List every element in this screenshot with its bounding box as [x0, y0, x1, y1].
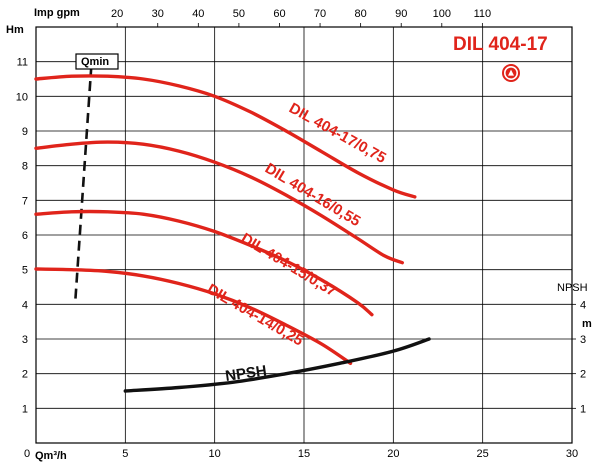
x-tick-label: 10	[209, 448, 221, 460]
y-tick-label: 5	[22, 265, 28, 277]
top-tick-label: 20	[111, 8, 123, 20]
y-tick-label: 8	[22, 161, 28, 173]
curves	[34, 74, 431, 393]
x-zero-label: 0	[24, 448, 30, 460]
right-axis-npsh-title: NPSH	[557, 282, 588, 294]
qmin-line	[74, 65, 93, 301]
y-tick-label: 10	[16, 91, 28, 103]
y-tick-label: 2	[22, 369, 28, 381]
top-tick-label: 110	[474, 8, 492, 20]
series-label-404-16: DIL 404-16/0,55	[262, 160, 363, 230]
bottom-axis-title: Qm³/h	[35, 450, 67, 462]
series-line-dil-404-15-0-37	[34, 209, 374, 317]
y-tick-label: 1	[22, 403, 28, 415]
right-tick-label: 4	[580, 299, 586, 311]
y-tick-label: 9	[22, 126, 28, 138]
top-tick-label: 70	[314, 8, 326, 20]
qmin-box	[75, 53, 119, 70]
plot-frame	[35, 26, 573, 444]
top-tick-label: 100	[433, 8, 451, 20]
series-label-npsh: NPSH	[224, 362, 268, 385]
right-tick-label: 3	[580, 334, 586, 346]
series-line-dil-404-14-0-25	[34, 267, 353, 365]
x-tick-label: 25	[477, 448, 489, 460]
top-tick-label: 90	[395, 8, 407, 20]
y-tick-label: 3	[22, 334, 28, 346]
top-tick-label: 30	[152, 8, 164, 20]
y-tick-label: 6	[22, 230, 28, 242]
top-axis-title: Imp gpm	[34, 7, 80, 19]
top-tick-label: 40	[192, 8, 204, 20]
chart-title: DIL 404-17	[453, 34, 548, 55]
right-axis-title: m	[582, 318, 592, 330]
top-tick-label: 80	[355, 8, 367, 20]
pump-symbol-icon	[502, 64, 520, 82]
x-tick-label: 15	[298, 448, 310, 460]
series-label-404-15: DIL 404-15/0,37	[238, 230, 339, 300]
x-tick-label: 5	[122, 448, 128, 460]
series-line-dil-404-17-0-75	[34, 74, 417, 199]
series-label-404-17: DIL 404-17/0,75	[286, 100, 389, 167]
qmin-label: Qmin	[81, 56, 109, 68]
y-tick-label: 11	[17, 57, 28, 69]
right-tick-label: 1	[580, 403, 586, 415]
x-tick-label: 30	[566, 448, 578, 460]
y-tick-label: 7	[22, 195, 28, 207]
series-line-dil-404-16-0-55	[34, 140, 404, 265]
top-tick-label: 50	[233, 8, 245, 20]
chart-grid	[36, 27, 573, 443]
y-tick-label: 4	[22, 299, 28, 311]
right-tick-label: 2	[580, 369, 586, 381]
x-tick-label: 20	[387, 448, 399, 460]
series-line-npsh	[123, 337, 431, 393]
top-tick-label: 60	[273, 8, 285, 20]
left-axis-title: Hm	[6, 24, 24, 36]
